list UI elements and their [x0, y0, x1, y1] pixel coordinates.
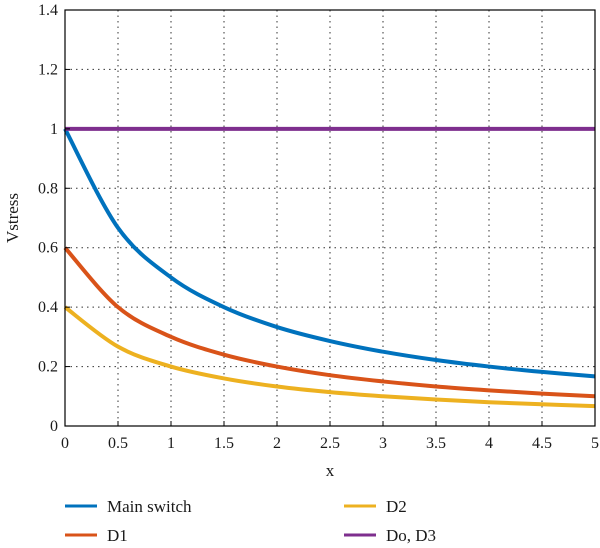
x-tick-label: 4	[485, 435, 493, 452]
legend-label: D2	[386, 497, 407, 516]
legend: Main switch D1 D2 Do, D3	[65, 497, 436, 545]
x-tick-label: 4.5	[532, 435, 552, 452]
x-tick-label: 2	[273, 435, 281, 452]
y-tick-label: 0.2	[38, 359, 58, 376]
y-tick-label: 0.4	[38, 299, 58, 316]
x-tick-label: 3	[379, 435, 387, 452]
legend-label: Do, D3	[386, 526, 436, 545]
series-line-2	[63, 305, 596, 409]
x-tick-label: 1.5	[214, 435, 234, 452]
x-tick-label: 0.5	[108, 435, 128, 452]
legend-label: D1	[107, 526, 128, 545]
y-tick-label: 0.8	[38, 180, 58, 197]
series-line-0	[63, 127, 596, 379]
plot-lines	[63, 126, 596, 409]
y-tick-label: 0.6	[38, 240, 58, 257]
y-tick-label: 1	[50, 121, 58, 138]
y-tick-label: 0	[50, 418, 58, 435]
y-tick-label: 1.2	[38, 61, 58, 78]
legend-label: Main switch	[107, 497, 192, 516]
grid	[65, 10, 595, 426]
x-tick-label: 5	[591, 435, 599, 452]
y-axis-ticks: 0 0.2 0.4 0.6 0.8 1 1.2 1.4	[38, 2, 70, 435]
y-tick-label: 1.4	[38, 2, 58, 19]
series-line-1	[63, 246, 596, 399]
x-tick-label: 1	[167, 435, 175, 452]
x-tick-label: 2.5	[320, 435, 340, 452]
x-axis-ticks: 0 0.5 1 1.5 2 2.5 3 3.5 4 4.5 5	[61, 421, 599, 452]
x-axis-label: x	[326, 461, 335, 480]
y-axis-label: Vstress	[3, 193, 22, 243]
x-tick-label: 0	[61, 435, 69, 452]
x-tick-label: 3.5	[426, 435, 446, 452]
plot-frame	[64, 9, 596, 427]
